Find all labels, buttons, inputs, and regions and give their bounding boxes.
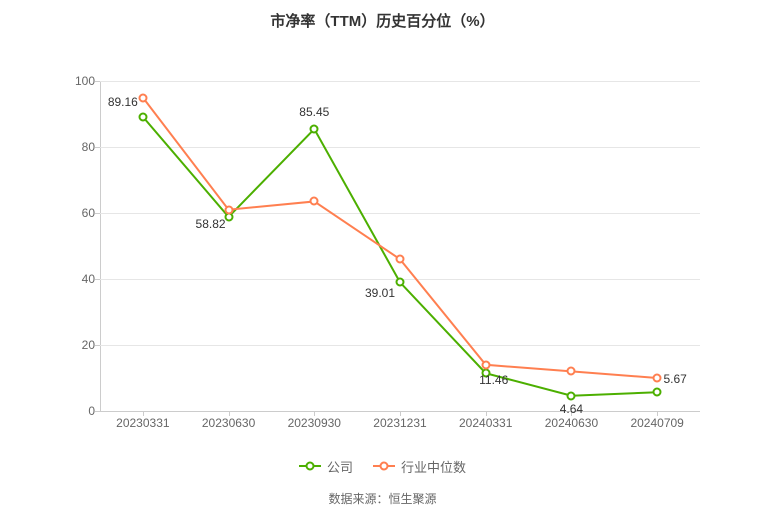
data-label: 85.45 [299, 105, 329, 119]
data-point [138, 93, 147, 102]
series-line [143, 98, 657, 379]
legend-label: 公司 [327, 457, 353, 476]
data-label: 58.82 [196, 217, 226, 231]
data-point [396, 255, 405, 264]
data-point [567, 367, 576, 376]
data-point [138, 112, 147, 121]
chart-title: 市净率（TTM）历史百分位（%） [0, 0, 765, 31]
x-axis-label: 20240331 [459, 416, 512, 430]
chart-container: 0 20 40 60 80 100 20230331 20230630 20230930 202… [0, 31, 765, 441]
y-axis-label: 100 [75, 74, 95, 88]
data-point [310, 197, 319, 206]
data-label: 11.46 [479, 373, 508, 387]
legend-line-icon [373, 465, 395, 467]
data-point [224, 205, 233, 214]
legend-item: 行业中位数 [373, 457, 466, 476]
data-point [567, 391, 576, 400]
chart-lines [100, 81, 700, 411]
y-axis-label: 80 [82, 140, 95, 154]
x-axis-label: 20240709 [630, 416, 683, 430]
y-axis-label: 40 [82, 272, 95, 286]
x-axis-label: 20230930 [288, 416, 341, 430]
data-point [481, 360, 490, 369]
data-point [653, 388, 662, 397]
x-axis-label: 20230331 [116, 416, 169, 430]
x-axis-label: 20230630 [202, 416, 255, 430]
legend-line-icon [299, 465, 321, 467]
x-axis-label: 20240630 [545, 416, 598, 430]
y-axis-label: 60 [82, 206, 95, 220]
x-axis-label: 20231231 [373, 416, 426, 430]
data-point [310, 125, 319, 134]
legend-marker-icon [380, 462, 389, 471]
y-axis-label: 0 [88, 404, 95, 418]
legend-item: 公司 [299, 457, 353, 476]
data-point [653, 374, 662, 383]
data-label: 89.16 [108, 95, 138, 109]
legend: 公司 行业中位数 [0, 455, 765, 476]
data-point [396, 278, 405, 287]
legend-marker-icon [305, 462, 314, 471]
data-label: 4.64 [560, 402, 583, 416]
y-tick [95, 411, 100, 412]
data-label: 39.01 [365, 286, 395, 300]
y-axis-label: 20 [82, 338, 95, 352]
data-label: 5.67 [663, 372, 686, 386]
data-source: 数据来源：恒生聚源 [0, 490, 765, 507]
legend-label: 行业中位数 [401, 457, 466, 476]
